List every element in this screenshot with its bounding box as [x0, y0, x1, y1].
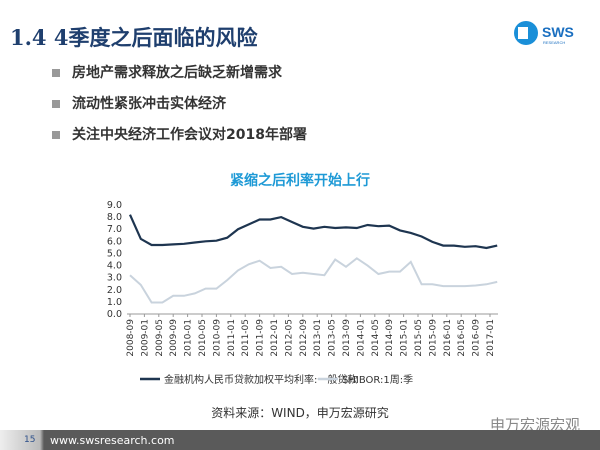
watermark: 申万宏源宏观	[490, 416, 581, 434]
website-link[interactable]: www.swsresearch.com	[50, 434, 175, 447]
y-tick-label: 6.0	[107, 236, 122, 247]
x-tick-label: 2012-09	[299, 319, 309, 357]
x-tick-label: 2009-01	[140, 319, 150, 357]
page-title: 1.4 4季度之后面临的风险	[10, 25, 258, 50]
y-tick-label: 1.0	[107, 297, 122, 308]
x-tick-label: 2016-05	[457, 319, 467, 357]
bullet-item: 流动性紧张冲击实体经济	[52, 93, 226, 113]
svg-text:RESEARCH: RESEARCH	[543, 40, 565, 45]
line-chart: 0.01.02.03.04.0 5.06.07.08.09.0 2008-09 200…	[107, 200, 498, 386]
y-tick-label: 0.0	[107, 309, 122, 320]
x-tick-label: 2015-05	[414, 319, 424, 357]
y-tick-label: 5.0	[107, 248, 122, 259]
x-tick-label: 2009-05	[155, 319, 165, 357]
x-tick-label: 2010-05	[198, 319, 208, 357]
x-tick-label: 2016-01	[443, 319, 453, 357]
y-tick-label: 3.0	[107, 273, 122, 284]
x-tick-label: 2011-09	[256, 319, 266, 357]
footer-bar	[0, 430, 600, 450]
bullet-item: 关注中央经济工作会议对2018年部署	[52, 124, 307, 144]
x-tick-label: 2011-05	[241, 319, 251, 357]
y-tick-label: 9.0	[107, 200, 122, 211]
svg-text:SWS: SWS	[542, 24, 574, 40]
x-tick-label: 2014-01	[356, 319, 366, 357]
x-tick-label: 2010-01	[184, 319, 194, 357]
y-tick-label: 4.0	[107, 261, 122, 272]
x-tick-label: 2017-01	[486, 319, 496, 357]
x-tick-label: 2013-01	[313, 319, 323, 357]
x-tick-label: 2012-01	[270, 319, 280, 357]
x-tick-label: 2015-09	[428, 319, 438, 357]
y-tick-label: 8.0	[107, 212, 122, 223]
x-tick-label: 2011-01	[227, 319, 237, 357]
x-tick-label: 2014-09	[385, 319, 395, 357]
x-tick-label: 2015-01	[400, 319, 410, 357]
x-tick-label: 2013-05	[328, 319, 338, 357]
x-tick-label: 2013-09	[342, 319, 352, 357]
y-tick-label: 7.0	[107, 224, 122, 235]
series-line-loan-rate	[128, 214, 498, 250]
legend-label: SHIBOR:1周:季	[342, 374, 413, 386]
page-number: 15	[24, 435, 36, 445]
x-tick-label: 2016-09	[472, 319, 482, 357]
x-tick-label: 2009-09	[169, 319, 179, 357]
bullet-item: 房地产需求释放之后缺乏新增需求	[52, 62, 282, 82]
y-tick-label: 2.0	[107, 285, 122, 296]
x-tick-label: 2014-05	[371, 319, 381, 357]
x-tick-label: 2012-05	[284, 319, 294, 357]
x-tick-label: 2008-09	[126, 319, 136, 357]
series-line-shibor	[129, 257, 498, 304]
sws-logo: SWS RESEARCH	[514, 21, 574, 45]
x-tick-label: 2010-09	[212, 319, 222, 357]
legend-label: 金融机构人民币贷款加权平均利率:一般贷款	[164, 373, 357, 386]
chart-title: 紧缩之后利率开始上行	[230, 173, 370, 189]
source-note: 资料来源：WIND，申万宏源研究	[211, 406, 389, 420]
